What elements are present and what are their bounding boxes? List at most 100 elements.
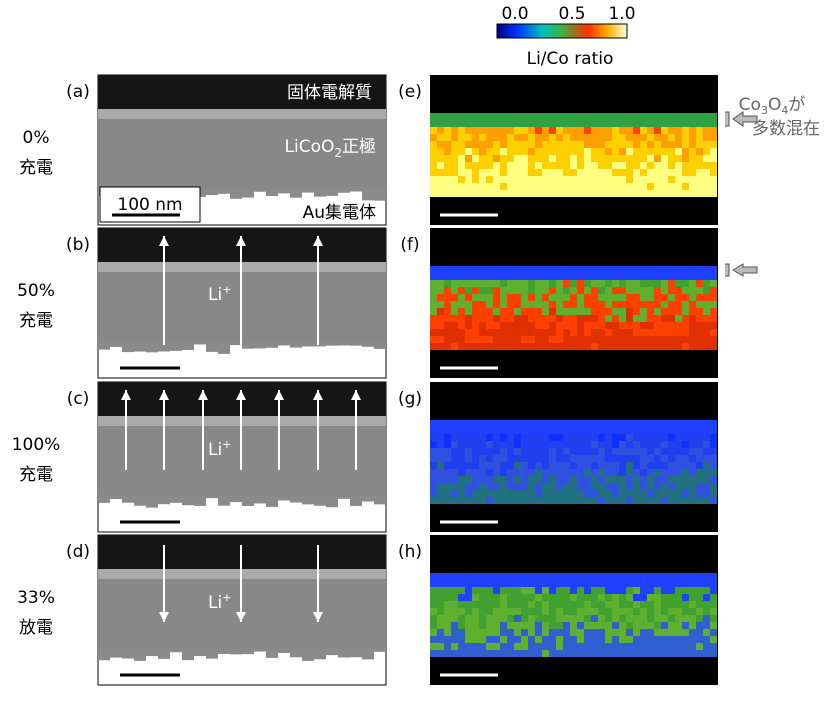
map-pixel [451, 266, 458, 273]
map-pixel [472, 434, 479, 441]
map-pixel [479, 308, 486, 315]
map-pixel [556, 294, 563, 301]
map-pixel [528, 315, 535, 322]
map-pixel [696, 169, 703, 176]
map-pixel [542, 441, 549, 448]
map-pixel [598, 273, 605, 280]
map-pixel [556, 120, 563, 127]
map-pixel [549, 650, 556, 657]
map-pixel [437, 266, 444, 273]
map-pixel [647, 336, 654, 343]
map-pixel [605, 643, 612, 650]
map-pixel [584, 643, 591, 650]
map-pixel [612, 601, 619, 608]
map-pixel [556, 622, 563, 629]
map-pixel [675, 162, 682, 169]
map-pixel [605, 497, 612, 504]
cathode-edge [242, 647, 254, 655]
panel-label: (f) [400, 235, 419, 255]
map-pixel [633, 336, 640, 343]
map-pixel [458, 490, 465, 497]
map-pixel [507, 273, 514, 280]
map-pixel [437, 573, 444, 580]
map-pixel [570, 294, 577, 301]
map-pixel [654, 301, 661, 308]
map-pixel [696, 476, 703, 483]
map-pixel [619, 420, 626, 427]
text: Li [208, 285, 222, 305]
map-pixel [689, 650, 696, 657]
map-pixel [430, 469, 437, 476]
map-pixel [696, 141, 703, 148]
map-pixel [556, 183, 563, 190]
map-pixel [577, 287, 584, 294]
map-pixel [591, 280, 598, 287]
map-pixel [682, 455, 689, 462]
map-pixel [584, 441, 591, 448]
map-pixel [535, 148, 542, 155]
map-pixel [654, 266, 661, 273]
map-pixel [521, 134, 528, 141]
map-pixel [437, 120, 444, 127]
map-pixel [675, 455, 682, 462]
map-pixel [577, 190, 584, 197]
map-pixel [493, 273, 500, 280]
map-pixel [682, 266, 689, 273]
map-pixel [591, 329, 598, 336]
map-pixel [626, 113, 633, 120]
map-pixel [570, 183, 577, 190]
map-pixel [528, 329, 535, 336]
map-pixel [535, 343, 542, 350]
map-pixel [444, 273, 451, 280]
li-ion-label: Li+ [208, 591, 231, 613]
map-pixel [507, 469, 514, 476]
map-pixel [703, 608, 710, 615]
map-pixel [535, 483, 542, 490]
map-pixel [430, 141, 437, 148]
map-pixel [514, 266, 521, 273]
map-pixel [479, 587, 486, 594]
map-pixel [696, 162, 703, 169]
map-pixel [605, 636, 612, 643]
map-pixel [605, 113, 612, 120]
map-pixel [458, 497, 465, 504]
map-pixel [612, 294, 619, 301]
map-pixel [696, 308, 703, 315]
map-pixel [703, 287, 710, 294]
map-pixel [507, 148, 514, 155]
map-pixel [696, 573, 703, 580]
map-pixel [591, 287, 598, 294]
map-pixel [451, 476, 458, 483]
map-pixel [549, 336, 556, 343]
map-pixel [591, 622, 598, 629]
map-pixel [633, 476, 640, 483]
map-pixel [430, 322, 437, 329]
cathode-edge [290, 494, 302, 503]
map-pixel [612, 615, 619, 622]
map-pixel [430, 601, 437, 608]
map-pixel [514, 483, 521, 490]
map-pixel [479, 580, 486, 587]
map-pixel [549, 287, 556, 294]
map-pixel [521, 287, 528, 294]
map-pixel [458, 462, 465, 469]
map-pixel [696, 336, 703, 343]
map-pixel [668, 427, 675, 434]
map-pixel [619, 427, 626, 434]
map-pixel [675, 308, 682, 315]
map-pixel [437, 294, 444, 301]
map-pixel [563, 455, 570, 462]
map-pixel [570, 148, 577, 155]
map-pixel [521, 469, 528, 476]
map-pixel [500, 287, 507, 294]
map-pixel [605, 301, 612, 308]
state-label: 放電 [19, 618, 53, 638]
map-pixel [633, 134, 640, 141]
map-pixel [542, 127, 549, 134]
map-pixel [696, 483, 703, 490]
map-pixel [549, 615, 556, 622]
map-pixel [612, 329, 619, 336]
map-pixel [556, 455, 563, 462]
map-pixel [458, 448, 465, 455]
map-pixel [703, 343, 710, 350]
